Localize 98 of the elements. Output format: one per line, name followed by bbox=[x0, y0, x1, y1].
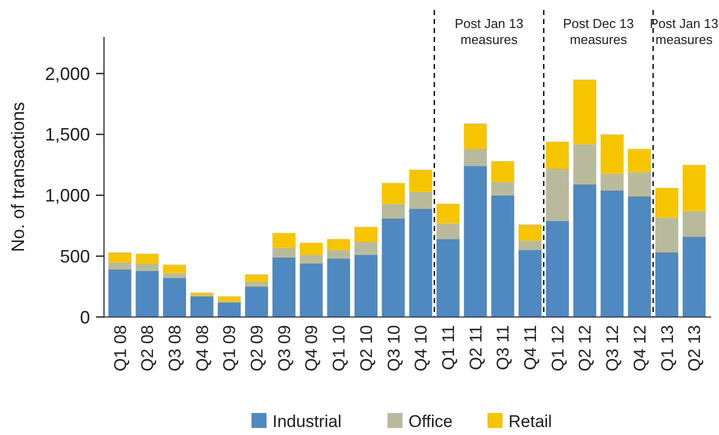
bar bbox=[436, 204, 460, 224]
bar bbox=[464, 166, 487, 317]
bar bbox=[354, 226, 378, 242]
bar bbox=[491, 161, 514, 182]
y-tick-label: 1,000 bbox=[44, 186, 90, 206]
bar bbox=[436, 239, 460, 317]
bar bbox=[108, 262, 132, 270]
bar bbox=[136, 254, 159, 264]
bar bbox=[136, 270, 159, 317]
bar bbox=[272, 248, 296, 258]
x-tick-label: Q1 09 bbox=[220, 325, 240, 372]
bar bbox=[382, 218, 405, 317]
bar bbox=[245, 282, 268, 287]
x-tick-label: Q2 09 bbox=[248, 325, 267, 372]
bar bbox=[436, 223, 460, 240]
bar bbox=[518, 250, 542, 317]
x-tick-label: Q4 08 bbox=[192, 325, 212, 372]
bar bbox=[163, 273, 186, 278]
bar bbox=[272, 233, 296, 248]
bar bbox=[190, 292, 214, 296]
bar bbox=[409, 208, 432, 317]
x-tick-label: Q2 08 bbox=[138, 325, 158, 372]
bar bbox=[573, 80, 596, 144]
bar bbox=[546, 168, 569, 221]
bar bbox=[491, 195, 514, 317]
bar bbox=[464, 123, 487, 149]
bar bbox=[628, 196, 651, 317]
bar bbox=[382, 183, 405, 204]
x-tick-label: Q3 12 bbox=[603, 325, 622, 372]
bar bbox=[108, 270, 132, 317]
x-tick-label: Q4 11 bbox=[521, 325, 540, 370]
x-tick-label: Q2 11 bbox=[466, 325, 486, 370]
bar bbox=[600, 173, 624, 190]
bar bbox=[682, 211, 706, 237]
x-tick-label: Q1 11 bbox=[438, 325, 458, 370]
bar bbox=[464, 149, 487, 166]
x-tick-label: Q2 13 bbox=[685, 325, 704, 372]
y-tick-label: 0 bbox=[80, 307, 90, 328]
bar bbox=[300, 263, 323, 317]
bar bbox=[600, 190, 624, 317]
bar bbox=[108, 252, 132, 262]
legend-label: Office bbox=[408, 412, 453, 431]
bar bbox=[300, 254, 323, 264]
bar bbox=[218, 302, 241, 317]
bar bbox=[190, 296, 214, 317]
bar bbox=[546, 220, 569, 317]
bar bbox=[655, 217, 678, 252]
bar bbox=[518, 224, 542, 240]
x-tick-label: Q3 08 bbox=[166, 325, 184, 372]
annotation: Post Dec 13 measures bbox=[563, 16, 634, 47]
bar bbox=[245, 286, 268, 317]
bar bbox=[573, 144, 596, 184]
bar bbox=[655, 252, 678, 317]
bar bbox=[600, 134, 624, 174]
bar bbox=[327, 250, 350, 259]
bar bbox=[409, 170, 432, 192]
bar bbox=[682, 164, 706, 212]
x-tick-label: Q1 12 bbox=[548, 325, 568, 372]
y-axis-title: No. of transactions bbox=[8, 102, 28, 252]
bar bbox=[218, 296, 241, 302]
legend-label: Retail bbox=[508, 412, 552, 431]
bar bbox=[628, 172, 651, 196]
x-tick-label: Q2 12 bbox=[576, 325, 595, 372]
bar bbox=[354, 242, 378, 255]
x-tick-label: Q3 11 bbox=[494, 325, 513, 370]
bar bbox=[491, 182, 514, 196]
x-tick-label: Q4 09 bbox=[302, 325, 322, 372]
annotation: Post Jan 13 measures bbox=[454, 16, 524, 47]
bar bbox=[682, 236, 706, 317]
bar bbox=[546, 142, 569, 168]
bar bbox=[573, 184, 596, 317]
bar bbox=[628, 149, 651, 172]
bar bbox=[272, 257, 296, 317]
x-tick-label: Q2 10 bbox=[356, 325, 376, 372]
x-tick-label: Q1 10 bbox=[330, 325, 349, 372]
bar bbox=[163, 278, 186, 317]
x-tick-label: Q1 08 bbox=[110, 325, 130, 372]
y-tick-label: 2,000 bbox=[44, 64, 90, 84]
x-tick-label: Q4 10 bbox=[412, 325, 431, 372]
bar bbox=[327, 239, 350, 250]
bar bbox=[245, 274, 268, 282]
x-tick-label: Q4 12 bbox=[630, 325, 650, 372]
bar bbox=[327, 258, 350, 317]
y-tick-label: 1,500 bbox=[44, 124, 90, 145]
y-tick-label: 500 bbox=[60, 246, 90, 266]
x-tick-label: Q3 09 bbox=[274, 325, 294, 372]
bar bbox=[518, 240, 542, 250]
bar bbox=[409, 192, 432, 209]
x-tick-label: Q3 10 bbox=[384, 325, 404, 372]
bar bbox=[300, 242, 323, 255]
annotation: Post Jan 13 measures bbox=[650, 16, 718, 47]
bar bbox=[163, 264, 186, 274]
x-tick-label: Q1 13 bbox=[658, 325, 677, 372]
bar bbox=[354, 254, 378, 317]
bar bbox=[655, 188, 678, 218]
legend-label: Industrial bbox=[272, 412, 342, 431]
bar bbox=[382, 204, 405, 218]
bar bbox=[136, 263, 159, 271]
